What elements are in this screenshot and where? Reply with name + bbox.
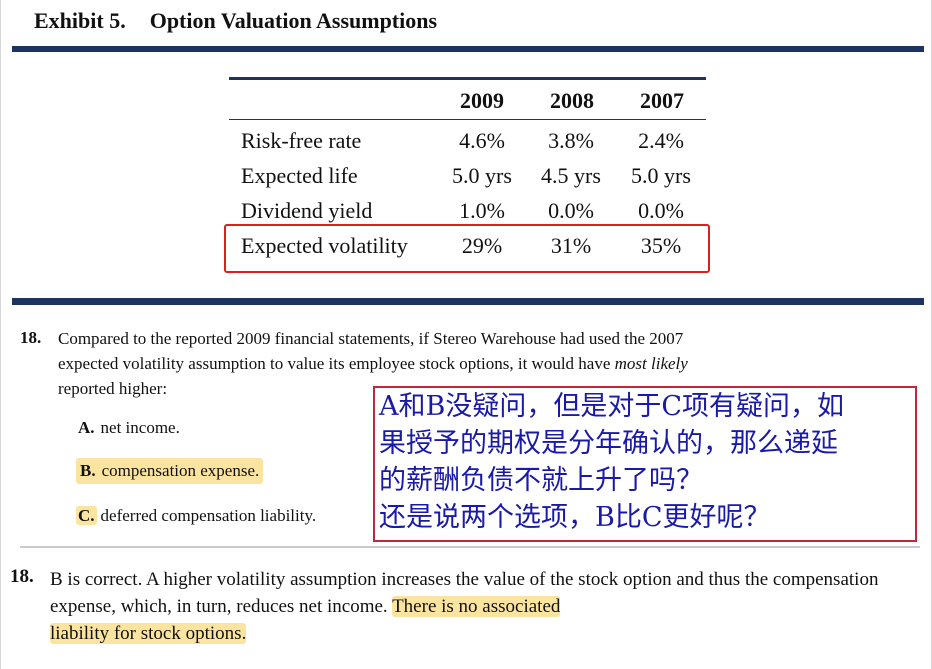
note-line: A和B没疑问，但是对于C项有疑问，如 <box>379 391 844 422</box>
table-top-rule <box>229 77 706 80</box>
table-header-rule <box>229 119 706 120</box>
table-cell: 5.0 yrs <box>452 163 512 188</box>
column-header-2007: 2007 <box>640 88 684 113</box>
note-line: 果授予的期权是分年确认的，那么递延 <box>379 428 838 459</box>
answer-plain-text: B is correct. A higher volatility assump… <box>50 569 879 617</box>
answer-text: B is correct. A higher volatility assump… <box>50 566 920 647</box>
option-text: deferred compensation liability. <box>100 506 317 525</box>
table-cell: 0.0% <box>548 198 594 223</box>
option-letter: A. <box>78 418 95 437</box>
exhibit-title-text: Option Valuation Assumptions <box>149 8 438 33</box>
table-cell: 29% <box>461 233 503 258</box>
option-letter: B. <box>80 461 96 480</box>
table-cell: 3.8% <box>548 128 594 153</box>
question-line: reported higher: <box>58 379 168 398</box>
volatility-highlight-box <box>224 224 710 273</box>
table-cell: 1.0% <box>459 198 505 223</box>
exhibit-title: Exhibit 5. Option Valuation Assumptions <box>34 8 437 34</box>
question-line: Compared to the reported 2009 financial … <box>58 329 684 348</box>
exhibit-number: Exhibit 5. <box>34 8 126 33</box>
table-cell: 4.5 yrs <box>541 163 601 188</box>
option-text: net income. <box>100 418 180 437</box>
row-label-dividend-yield: Dividend yield <box>241 198 373 223</box>
question-line: expected volatility assumption to value … <box>58 351 838 376</box>
table-cell: 4.6% <box>459 128 505 153</box>
answer-highlight: There is no associated <box>392 596 561 617</box>
row-label-expected-life: Expected life <box>241 163 358 188</box>
table-cell: 5.0 yrs <box>631 163 691 188</box>
table-cell: 35% <box>640 233 682 258</box>
option-b[interactable]: B. compensation expense. <box>76 458 264 484</box>
row-label-expected-volatility: Expected volatility <box>241 233 408 258</box>
bottom-rule <box>12 298 924 305</box>
column-header-2009: 2009 <box>460 88 504 113</box>
table-cell: 31% <box>550 233 592 258</box>
option-text: compensation expense. <box>101 461 260 480</box>
option-a[interactable]: A. net income. <box>78 418 180 438</box>
table-cell: 0.0% <box>638 198 684 223</box>
question-text: Compared to the reported 2009 financial … <box>58 326 838 401</box>
table-cell: 2.4% <box>638 128 684 153</box>
top-rule <box>12 46 924 52</box>
answer-number: 18. <box>10 566 34 587</box>
question-number: 18. <box>20 328 42 347</box>
option-letter: C. <box>76 506 97 525</box>
row-label-risk-free-rate: Risk-free rate <box>241 128 362 153</box>
question-line-text: expected volatility assumption to value … <box>58 354 615 373</box>
note-line: 的薪酬负债不就上升了吗？ <box>379 465 703 496</box>
section-separator <box>20 546 920 548</box>
note-line: 还是说两个选项，B比C更好呢？ <box>379 502 771 533</box>
annotation-note: A和B没疑问，但是对于C项有疑问，如 果授予的期权是分年确认的，那么递延 的薪酬… <box>373 386 917 542</box>
option-c[interactable]: C. deferred compensation liability. <box>76 503 316 529</box>
column-header-2008: 2008 <box>550 88 594 113</box>
grid-line <box>0 0 1 669</box>
question-emphasis: most likely <box>614 354 688 373</box>
answer-highlight: liability for stock options. <box>50 623 247 644</box>
